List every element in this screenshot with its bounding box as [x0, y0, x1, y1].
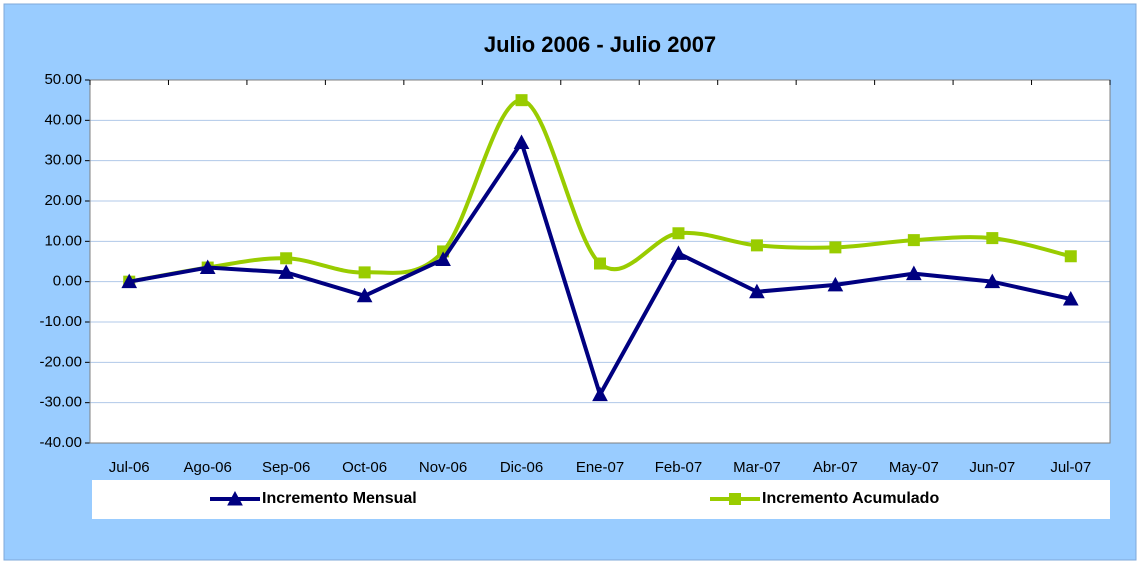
- data-point: [750, 239, 763, 252]
- x-tick-label: Jun-07: [969, 459, 1015, 476]
- data-point: [907, 234, 920, 247]
- x-tick-label: May-07: [889, 459, 939, 476]
- data-point: [121, 273, 138, 289]
- data-point: [749, 283, 765, 299]
- data-point: [672, 227, 685, 240]
- data-point: [278, 264, 294, 279]
- data-point: [356, 287, 373, 303]
- data-point: [592, 386, 608, 402]
- data-point: [829, 241, 842, 254]
- x-tick-label: Feb-07: [655, 459, 703, 476]
- data-point: [199, 259, 216, 275]
- chart-title: Julio 2006 - Julio 2007: [484, 32, 716, 57]
- x-tick-label: Ene-07: [576, 459, 624, 476]
- y-tick-label: 10.00: [44, 232, 82, 249]
- legend-label: Incremento Acumulado: [762, 490, 939, 507]
- x-tick-label: Sep-06: [262, 459, 310, 476]
- data-point: [670, 245, 687, 260]
- y-tick-label: 40.00: [44, 111, 82, 128]
- y-tick-label: -30.00: [39, 394, 82, 411]
- y-tick-label: -40.00: [39, 434, 82, 451]
- x-tick-label: Dic-06: [500, 459, 543, 476]
- legend-box: [92, 480, 1110, 519]
- y-tick-label: 30.00: [44, 152, 82, 169]
- data-point: [280, 252, 293, 265]
- x-tick-label: Jul-06: [109, 459, 150, 476]
- data-point: [986, 232, 999, 245]
- data-point: [513, 134, 530, 150]
- legend-marker: [227, 490, 243, 506]
- data-point: [906, 265, 922, 281]
- series-line: [128, 98, 1072, 284]
- x-tick-label: Abr-07: [813, 459, 858, 476]
- x-tick-label: Oct-06: [342, 459, 387, 476]
- data-point: [1064, 250, 1077, 263]
- legend-marker: [729, 493, 741, 505]
- data-point: [1062, 290, 1079, 306]
- data-point: [827, 276, 844, 292]
- y-tick-label: -10.00: [39, 313, 82, 330]
- data-point: [515, 94, 528, 107]
- data-point: [358, 266, 371, 279]
- x-tick-label: Jul-07: [1050, 459, 1091, 476]
- y-tick-label: 50.00: [44, 71, 82, 88]
- y-tick-label: -20.00: [39, 353, 82, 370]
- x-tick-label: Nov-06: [419, 459, 467, 476]
- legend-label: Incremento Mensual: [262, 490, 417, 507]
- data-point: [984, 273, 1001, 289]
- x-tick-label: Mar-07: [733, 459, 781, 476]
- data-point: [435, 251, 451, 266]
- data-point: [594, 257, 606, 270]
- y-tick-label: 20.00: [44, 192, 82, 209]
- plot-border: [89, 79, 1111, 444]
- y-tick-label: 0.00: [53, 273, 82, 290]
- x-tick-label: Ago-06: [184, 459, 232, 476]
